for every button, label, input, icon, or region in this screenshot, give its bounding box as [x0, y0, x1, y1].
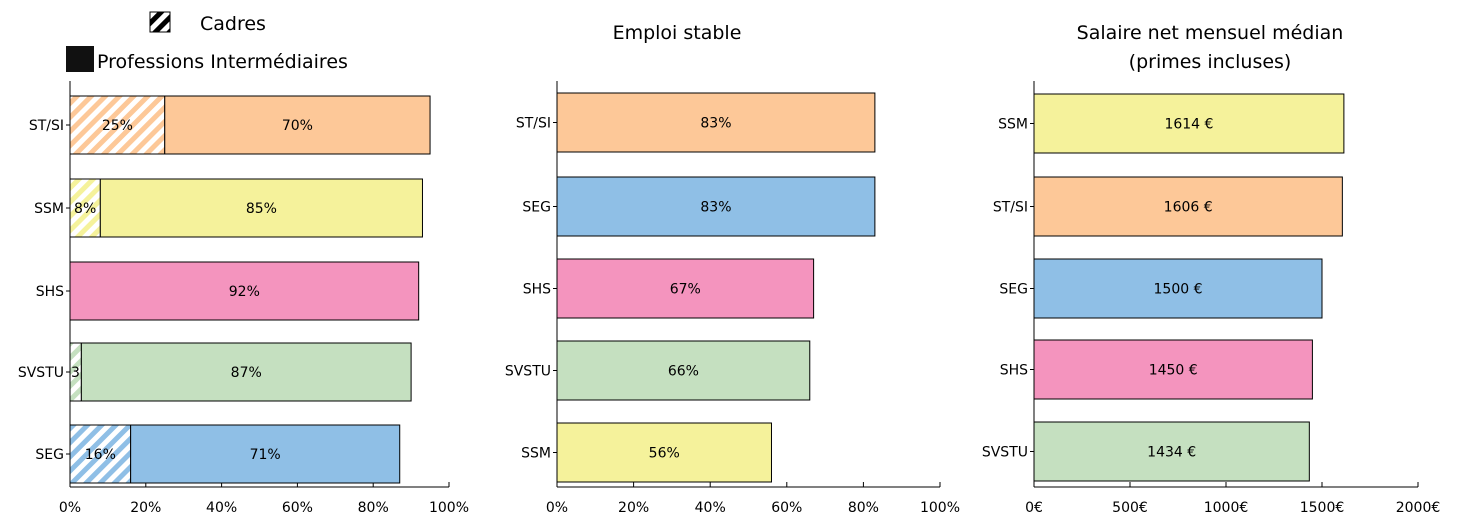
bar-label-professions: 71% — [250, 447, 281, 463]
bar-value-label: 83% — [700, 200, 731, 216]
x-tick-label: 20% — [618, 500, 649, 516]
category-label: SSM — [34, 201, 64, 217]
bar-value-label: 66% — [668, 364, 699, 380]
bar-label-cadres: 8% — [74, 201, 96, 217]
category-label: SVSTU — [505, 364, 551, 380]
legend-swatch-solid — [66, 46, 94, 72]
bar-value-label: 56% — [649, 446, 680, 462]
category-label: SHS — [523, 282, 551, 298]
bar-value-label: 1606 € — [1164, 200, 1213, 216]
bar-value-label: 1500 € — [1154, 282, 1203, 298]
category-label: ST/SI — [993, 200, 1028, 216]
bar-cadres — [69, 178, 101, 238]
category-label: SSM — [521, 446, 551, 462]
category-label: SEG — [522, 200, 551, 216]
chart3-title: Salaire net mensuel médian — [1077, 22, 1344, 44]
x-tick-label: 80% — [358, 500, 389, 516]
x-tick-label: 40% — [206, 500, 237, 516]
bar-label-cadres: 25% — [102, 118, 133, 134]
chart2-title: Emploi stable — [613, 22, 742, 44]
bar-label-cadres: 3 — [71, 365, 80, 381]
bar — [1033, 176, 1343, 237]
x-tick-label: 500€ — [1112, 500, 1148, 516]
bar — [556, 340, 811, 401]
x-tick-label: 100% — [920, 500, 960, 516]
bar-value-label: 1614 € — [1164, 117, 1213, 133]
category-label: SEG — [999, 282, 1028, 298]
x-tick-label: 2000€ — [1396, 500, 1441, 516]
bar — [556, 422, 772, 483]
x-tick-label: 60% — [771, 500, 802, 516]
category-label: SEG — [35, 447, 64, 463]
bar-professions-intermediaires — [80, 342, 412, 402]
category-label: SVSTU — [18, 365, 64, 381]
chart-emploi-stable: 0% 20% 40% 60% 80% 100% ST/SI 83% SEG 83% SHS 67% SV… — [505, 81, 960, 516]
bar-label-cadres: 16% — [85, 447, 116, 463]
x-tick-label: 0% — [59, 500, 81, 516]
bar — [1033, 93, 1345, 154]
category-label: ST/SI — [29, 118, 64, 134]
x-tick-label: 60% — [282, 500, 313, 516]
bar-value-label: 83% — [700, 116, 731, 132]
bar — [556, 176, 876, 237]
legend: Cadres Professions Intermédiaires — [66, 11, 348, 73]
bar — [1033, 339, 1313, 400]
bar — [1033, 258, 1323, 319]
bar — [556, 258, 815, 319]
bar-label-professions: 85% — [246, 201, 277, 217]
chart3-subtitle: (primes incluses) — [1129, 51, 1292, 73]
bar-value-label: 1450 € — [1149, 363, 1198, 379]
x-tick-label: 0% — [546, 500, 568, 516]
bar-professions-intermediaires — [130, 424, 401, 484]
bar-cadres — [69, 424, 132, 484]
bar-value-label: 1434 € — [1147, 445, 1196, 461]
x-tick-label: 1000€ — [1204, 500, 1249, 516]
x-tick-label: 1500€ — [1300, 500, 1345, 516]
chart-salaire-median: 0€ 500€ 1000€ 1500€ 2000€ SSM 1614 € ST/SI 1606 … — [982, 81, 1440, 516]
chart-cadres-professions: 0% 20% 40% 60% 80% 100% ST/SI 25% 70% SSM 8% 85% SHS… — [18, 81, 469, 516]
bar-label-professions: 70% — [282, 118, 313, 134]
bar — [1033, 421, 1310, 482]
legend-label-cadres: Cadres — [200, 13, 266, 35]
category-label: SVSTU — [982, 445, 1028, 461]
x-tick-label: 100% — [429, 500, 469, 516]
bar-value-label: 67% — [670, 282, 701, 298]
bar-professions-intermediaires — [164, 95, 431, 155]
category-label: SHS — [36, 284, 64, 300]
x-tick-label: 20% — [130, 500, 161, 516]
legend-swatch-hatched — [149, 11, 171, 33]
bar — [556, 92, 876, 153]
bar-label-professions: 87% — [231, 365, 262, 381]
bar-professions-intermediaires — [69, 261, 420, 321]
x-tick-label: 80% — [848, 500, 879, 516]
bar-professions-intermediaires — [99, 178, 423, 238]
category-label: ST/SI — [516, 116, 551, 132]
x-tick-label: 40% — [695, 500, 726, 516]
category-label: SHS — [1000, 363, 1028, 379]
bar-label-professions: 92% — [229, 284, 260, 300]
category-label: SSM — [998, 117, 1028, 133]
legend-label-professions-intermediaires: Professions Intermédiaires — [97, 51, 348, 73]
x-tick-label: 0€ — [1025, 500, 1043, 516]
